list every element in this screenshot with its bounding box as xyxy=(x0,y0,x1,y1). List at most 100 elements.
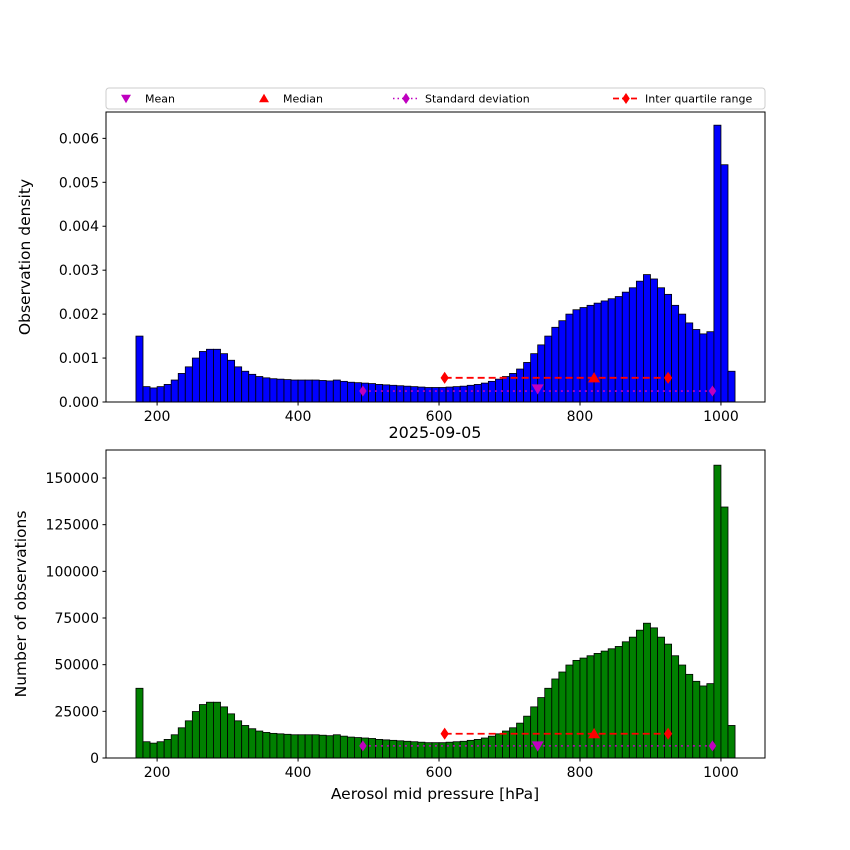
observation-counts-bar xyxy=(530,706,539,759)
observation-counts-bar xyxy=(480,737,489,759)
observation-counts-x-tick-label: 800 xyxy=(567,765,594,781)
observation-density-mean-marker xyxy=(531,384,544,395)
observation-counts-bar xyxy=(368,738,376,759)
observation-counts-bar xyxy=(135,687,144,759)
observation-density-x-tick-label: 1000 xyxy=(703,409,739,425)
observation-counts-bar xyxy=(227,713,236,759)
observation-density-bar xyxy=(382,384,391,403)
observation-counts-bar xyxy=(177,727,186,759)
observation-density-bar xyxy=(635,280,644,403)
observation-counts-bar xyxy=(241,725,250,759)
observation-counts-bar xyxy=(635,629,644,759)
observation-density-bar xyxy=(424,387,433,403)
observation-density-bar xyxy=(600,300,609,403)
legend-label-mean: Mean xyxy=(145,93,175,106)
observation-counts-bar xyxy=(184,720,193,759)
observation-density-bar xyxy=(269,378,278,403)
observation-density-bar xyxy=(220,353,228,403)
observation-counts-iqr-q3-marker xyxy=(663,727,673,740)
observation-counts-y-tick-label: 25000 xyxy=(54,704,99,720)
observation-density-iqr-q1-marker xyxy=(440,371,449,384)
observation-density-bar xyxy=(311,379,320,403)
observation-density-bar xyxy=(678,313,687,403)
observation-counts-bar xyxy=(290,734,299,759)
observation-counts-bar xyxy=(318,734,327,759)
observation-counts-y-tick-label: 125000 xyxy=(46,518,99,534)
observation-density-bar xyxy=(332,379,341,403)
observation-counts-y-tick-label: 0 xyxy=(90,751,99,767)
observation-density-bar xyxy=(368,383,376,403)
observation-counts-bar xyxy=(149,742,158,759)
observation-density-bar xyxy=(283,379,292,403)
observation-density-bar xyxy=(290,379,299,403)
observation-counts-bar xyxy=(713,464,722,759)
observation-counts-bar xyxy=(170,734,179,759)
observation-counts-bar xyxy=(396,740,405,759)
observation-counts-median-marker xyxy=(588,728,601,739)
observation-density-bar xyxy=(389,384,398,403)
observation-density-x-tick-label: 400 xyxy=(285,409,312,425)
observation-counts-bar xyxy=(297,734,306,759)
observation-density-frame xyxy=(105,111,766,403)
observation-counts-bar xyxy=(417,741,426,759)
observation-counts-bar xyxy=(628,636,637,759)
observation-counts-bar xyxy=(206,701,214,759)
observation-density-bar xyxy=(163,384,172,403)
observation-counts-bar xyxy=(262,732,271,759)
legend-marker-iqr xyxy=(622,93,630,104)
observation-density-bar xyxy=(621,291,630,403)
observation-density-bar xyxy=(720,164,729,403)
observation-counts-bar xyxy=(410,741,419,759)
observation-density-bar xyxy=(579,307,588,403)
observation-density-bar xyxy=(255,376,264,403)
observation-density-bar xyxy=(593,302,602,403)
observation-counts-y-tick-label: 100000 xyxy=(46,564,99,580)
observation-density-y-tick-label: 0.006 xyxy=(59,131,99,147)
observation-counts-bar xyxy=(191,711,200,759)
observation-counts-x-tick-label: 200 xyxy=(144,765,171,781)
observation-density-bar xyxy=(586,304,595,403)
observation-density-bar xyxy=(438,387,447,403)
observation-counts-mean-marker xyxy=(531,741,544,752)
observation-counts-bar xyxy=(346,736,355,759)
observation-counts-x-tick-label: 600 xyxy=(426,765,453,781)
observation-counts-bar xyxy=(276,733,285,759)
observation-counts-y-tick-label: 150000 xyxy=(46,471,99,487)
observation-density-bar xyxy=(396,385,405,403)
observation-counts-bar xyxy=(269,732,278,759)
observation-counts-bar xyxy=(438,742,447,759)
observation-density-bar xyxy=(614,296,623,403)
observation-counts-bar xyxy=(234,720,243,759)
observation-counts-bar xyxy=(621,641,630,759)
observation-density-bar xyxy=(318,380,327,403)
observation-density-bar xyxy=(664,293,673,403)
observation-density-bar xyxy=(276,378,285,403)
observation-density-y-tick-label: 0.003 xyxy=(59,263,99,279)
observation-density-y-tick-label: 0.002 xyxy=(59,307,99,323)
observation-counts-bar xyxy=(375,739,384,759)
legend-marker-std xyxy=(402,93,410,104)
observation-density-bar xyxy=(241,370,250,403)
observation-density-bar xyxy=(156,386,165,403)
observation-counts-bar xyxy=(565,664,574,759)
observation-density-bar xyxy=(650,278,658,403)
legend-box xyxy=(105,87,766,110)
observation-counts-bar xyxy=(643,622,651,759)
observation-counts-bar xyxy=(213,701,221,759)
observation-counts-bar xyxy=(699,685,708,759)
observation-counts-std-low-marker xyxy=(359,740,367,752)
observation-density-bar xyxy=(177,373,186,403)
x-axis-label: Aerosol mid pressure [hPa] xyxy=(331,785,539,803)
observation-density-std-low-marker xyxy=(359,385,367,397)
observation-density-x-tick-label: 200 xyxy=(144,409,171,425)
observation-counts-y-tick-label: 50000 xyxy=(54,658,99,674)
legend: Mean Median Standard deviation Inter quarti… xyxy=(105,87,766,110)
observation-counts-bar xyxy=(685,673,694,759)
observation-density-bar xyxy=(537,344,546,403)
legend-marker-mean xyxy=(121,94,131,104)
observation-counts-bar xyxy=(607,648,616,759)
observation-density-bar xyxy=(403,385,412,403)
observation-density-bar xyxy=(607,298,616,403)
observation-density-bar xyxy=(685,322,694,403)
observation-counts-bar xyxy=(255,730,264,759)
